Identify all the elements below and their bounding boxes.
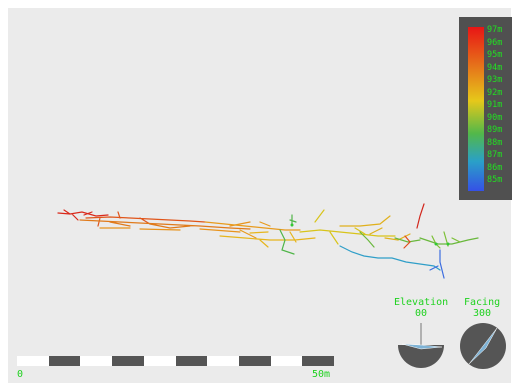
scale-segment xyxy=(143,356,176,366)
facing-needle-icon xyxy=(468,327,498,365)
legend-color-bar xyxy=(468,27,484,191)
survey-leg xyxy=(431,231,461,249)
scale-bar xyxy=(17,356,335,366)
survey-leg xyxy=(279,214,297,255)
scale-start-label: 0 xyxy=(17,369,24,380)
facing-label: Facing xyxy=(464,297,501,308)
survey-viewport[interactable] xyxy=(8,8,511,383)
survey-leg xyxy=(219,231,316,248)
scale-segment xyxy=(238,356,271,366)
scale-segment xyxy=(112,356,145,366)
scale-segment xyxy=(17,356,49,366)
scale-segment xyxy=(48,356,81,366)
elevation-legend: 97m 96m 95m 94m 93m 92m 91m 90m 89m 88m 87m 86m 85m xyxy=(459,17,512,200)
legend-tick: 92m xyxy=(487,87,503,98)
scale-segment xyxy=(80,356,113,366)
legend-tick: 86m xyxy=(487,162,503,173)
legend-tick: 88m xyxy=(487,137,503,148)
scale-segment xyxy=(207,356,240,366)
scale-segment xyxy=(175,356,208,366)
facing-value: 300 xyxy=(473,308,492,319)
legend-tick: 95m xyxy=(487,50,503,60)
legend-tick: 91m xyxy=(487,100,503,110)
survey-leg xyxy=(429,249,445,279)
survey-leg xyxy=(299,209,396,245)
elevation-label: Elevation xyxy=(394,297,449,308)
survey-leg xyxy=(416,203,425,229)
legend-tick: 96m xyxy=(487,37,503,48)
survey-leg xyxy=(99,221,251,233)
elevation-dial[interactable] xyxy=(396,320,446,370)
legend-tick: 90m xyxy=(487,112,503,123)
legend-tick: 87m xyxy=(487,150,503,160)
elevation-value: 00 xyxy=(415,308,428,319)
scale-end-label: 50m xyxy=(312,369,331,380)
scale-segment xyxy=(270,356,303,366)
elevation-needle-icon xyxy=(401,343,443,350)
legend-tick: 89m xyxy=(487,125,503,135)
legend-tick: 94m xyxy=(487,62,503,73)
survey-leg xyxy=(85,211,206,227)
survey-leg xyxy=(79,219,251,230)
survey-leg xyxy=(204,221,301,239)
legend-tick: 93m xyxy=(487,75,503,85)
facing-dial[interactable] xyxy=(459,322,507,370)
survey-leg xyxy=(403,235,411,249)
scale-segment xyxy=(302,356,335,366)
survey-leg xyxy=(339,245,441,271)
legend-tick: 97m xyxy=(487,25,503,35)
survey-leg xyxy=(339,215,411,241)
elevation-dial-face xyxy=(398,345,444,368)
legend-tick: 85m xyxy=(487,175,503,185)
survey-leg xyxy=(359,231,479,248)
survey-leg xyxy=(57,209,109,221)
